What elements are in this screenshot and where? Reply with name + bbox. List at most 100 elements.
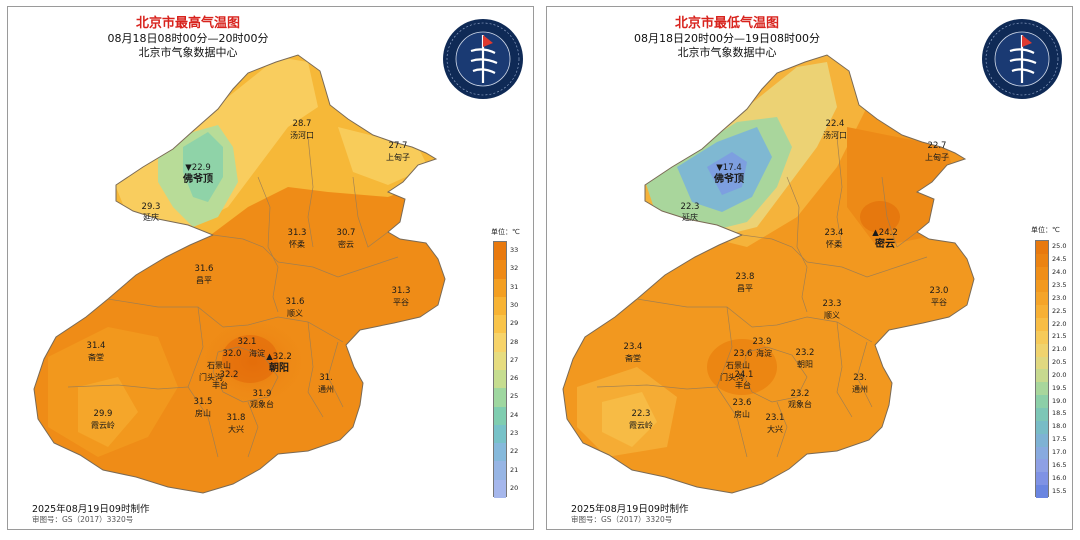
temperature-color-scale [493, 241, 507, 497]
legend-tick-label: 24.5 [1052, 255, 1066, 263]
station-name: 朝阳 [797, 360, 813, 370]
map-review-number: 审图号：GS（2017）3320号 [32, 514, 133, 525]
max-temp-title-block: 北京市最高气温图 08月18日08时00分—20时00分 北京市气象数据中心 [48, 15, 328, 60]
station-value: 23.1 [766, 413, 785, 423]
station-name: 怀柔 [289, 240, 305, 250]
legend-color-segment [494, 461, 506, 479]
station-value: ▲32.2 [266, 352, 291, 362]
legend-tick-label: 22.5 [1052, 307, 1066, 315]
temperature-color-scale [1035, 240, 1049, 497]
station-name: 大兴 [767, 425, 783, 435]
legend-tick-label: 22.0 [1052, 320, 1066, 328]
station-name: 通州 [852, 385, 868, 395]
map-time-range: 08月18日20时00分—19日08时00分 [587, 32, 867, 46]
production-time: 2025年08月19日09时制作 [571, 501, 688, 515]
legend-color-segment [1036, 369, 1048, 382]
legend-tick-label: 23 [510, 429, 518, 437]
station-name: 斋堂 [88, 353, 104, 363]
legend-tick-label: 23.5 [1052, 281, 1066, 289]
min-temp-title-block: 北京市最低气温图 08月18日20时00分—19日08时00分 北京市气象数据中… [587, 15, 867, 60]
legend-color-segment [494, 297, 506, 315]
station-name: 延庆 [682, 213, 698, 223]
station-name: 怀柔 [826, 240, 842, 250]
station-value: 31.6 [286, 297, 305, 307]
station-name: 斋堂 [625, 354, 641, 364]
legend-color-segment [494, 370, 506, 388]
legend-tick-label: 17.0 [1052, 448, 1066, 456]
legend-tick-label: 22 [510, 447, 518, 455]
station-name: 丰台 [735, 381, 751, 391]
legend-tick-label: 24.0 [1052, 268, 1066, 276]
station-name: 密云 [338, 240, 354, 250]
map-review-number: 审图号：GS（2017）3320号 [571, 514, 672, 525]
legend-color-segment [1036, 447, 1048, 460]
legend-tick-label: 19.0 [1052, 397, 1066, 405]
legend-color-segment [494, 388, 506, 406]
station-value: 23.8 [736, 272, 755, 282]
station-name: 顺义 [824, 311, 840, 321]
station-value: 31.5 [194, 397, 213, 407]
legend-tick-label: 17.5 [1052, 435, 1066, 443]
legend-color-segment [1036, 472, 1048, 485]
legend-tick-label: 25 [510, 392, 518, 400]
legend-tick-label: 16.0 [1052, 474, 1066, 482]
legend-tick-label: 15.5 [1052, 487, 1066, 495]
station-name: 上甸子 [925, 153, 949, 163]
station-name: 佛爷顶 [714, 175, 744, 185]
station-name: 昌平 [737, 284, 753, 294]
production-time: 2025年08月19日09时制作 [32, 501, 149, 515]
station-value: 23.6 [734, 349, 753, 359]
station-value: 23.4 [624, 342, 643, 352]
legend-tick-label: 33 [510, 246, 518, 254]
legend-color-segment [494, 315, 506, 333]
station-value: 23.2 [791, 389, 810, 399]
legend-color-segment [1036, 292, 1048, 305]
station-name: 霞云岭 [629, 421, 653, 431]
station-name: 顺义 [287, 309, 303, 319]
legend-tick-label: 21.5 [1052, 332, 1066, 340]
map-agency: 北京市气象数据中心 [48, 46, 328, 60]
legend-color-segment [1036, 344, 1048, 357]
legend-color-segment [494, 480, 506, 498]
station-value: 31. [319, 373, 333, 383]
legend-color-segment [1036, 485, 1048, 498]
legend-color-segment [494, 443, 506, 461]
legend-color-segment [494, 407, 506, 425]
station-name: 海淀 [249, 349, 265, 359]
legend-color-segment [494, 242, 506, 260]
legend-color-segment [494, 425, 506, 443]
station-value: 23.4 [825, 228, 844, 238]
station-name: 霞云岭 [91, 421, 115, 431]
legend-color-segment [1036, 318, 1048, 331]
station-name: 观象台 [788, 400, 812, 410]
max-temp-panel: 北京市最高气温图 08月18日08时00分—20时00分 北京市气象数据中心 2… [7, 6, 534, 530]
legend-tick-label: 21.0 [1052, 345, 1066, 353]
legend-tick-label: 20 [510, 484, 518, 492]
legend-color-segment [1036, 434, 1048, 447]
legend-tick-label: 18.0 [1052, 422, 1066, 430]
map-title: 北京市最高气温图 [48, 15, 328, 32]
station-value: 28.7 [293, 119, 312, 129]
map-agency: 北京市气象数据中心 [587, 46, 867, 60]
min-temp-panel: 北京市最低气温图 08月18日20时00分—19日08时00分 北京市气象数据中… [546, 6, 1073, 530]
station-name: 房山 [195, 409, 211, 419]
station-value: 31.3 [288, 228, 307, 238]
legend-color-segment [494, 260, 506, 278]
station-value: 32.1 [238, 337, 257, 347]
station-name: 昌平 [196, 276, 212, 286]
legend-color-segment [1036, 357, 1048, 370]
legend-tick-label: 30 [510, 301, 518, 309]
station-value: 22.4 [826, 119, 845, 129]
legend-tick-label: 27 [510, 356, 518, 364]
map-title: 北京市最低气温图 [587, 15, 867, 32]
station-name: 通州 [318, 385, 334, 395]
station-value: 22.3 [681, 202, 700, 212]
station-value: 23. [853, 373, 867, 383]
legend-color-segment [1036, 254, 1048, 267]
station-name: 朝阳 [269, 364, 289, 374]
station-value: ▼17.4 [716, 163, 741, 173]
station-name: 房山 [734, 410, 750, 420]
bjmeteo-logo-icon [980, 17, 1064, 101]
legend-tick-label: 26 [510, 374, 518, 382]
legend-unit: 单位：℃ [491, 227, 520, 237]
